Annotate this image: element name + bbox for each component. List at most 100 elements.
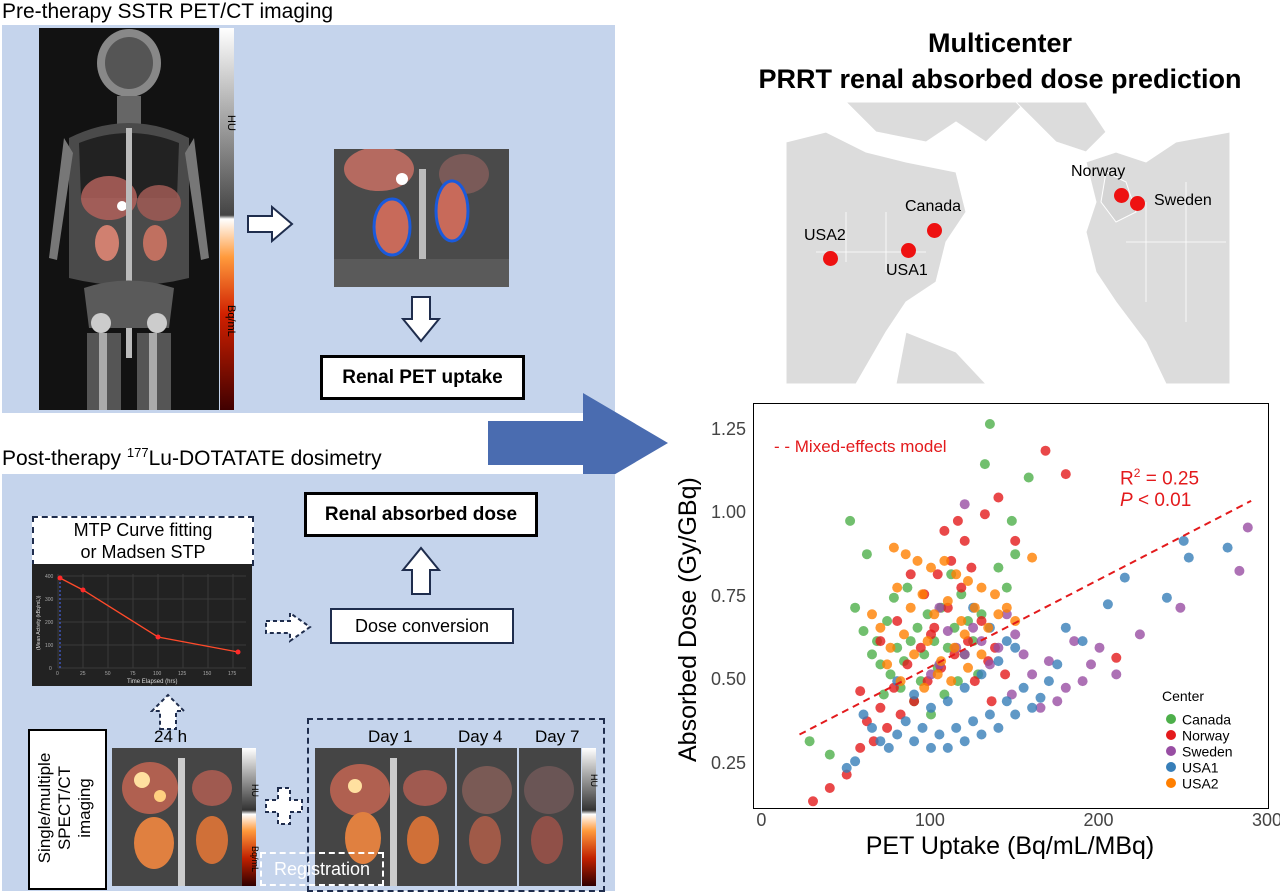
curve-ytick: 200 (45, 620, 54, 626)
renal-absorbed-dose-box: Renal absorbed dose (304, 492, 538, 537)
data-point-sweden (1018, 649, 1029, 660)
data-point-norway (892, 616, 903, 626)
data-point-canada (845, 515, 856, 526)
data-point-usa1 (858, 709, 869, 720)
data-point-usa2 (888, 542, 899, 553)
legend-label: Norway (1182, 727, 1230, 744)
legend-swatch (1166, 762, 1176, 773)
post-title-superscript: 177 (126, 445, 149, 460)
data-point-usa1 (1222, 542, 1233, 553)
data-point-sweden (959, 649, 970, 660)
data-point-norway (969, 676, 980, 687)
data-point-sweden (1035, 702, 1046, 713)
data-point-usa2 (919, 682, 930, 693)
data-point-usa1 (875, 736, 886, 747)
data-point-norway (875, 636, 886, 647)
data-point-usa2 (900, 549, 911, 560)
pre-therapy-panel: HU Bq/mL Renal PET uptake (2, 25, 615, 413)
data-point-canada (1001, 582, 1012, 593)
curve-fitting-line2: or Madsen STP (80, 542, 206, 562)
data-point-usa1 (926, 702, 936, 713)
data-point-norway (882, 722, 893, 733)
spect-ct-day4-image (457, 748, 517, 886)
data-point-usa1 (1043, 676, 1054, 687)
spect-scale-bq: Bq/mL (250, 846, 260, 873)
data-point-norway (979, 509, 990, 520)
data-point-canada (1023, 472, 1034, 483)
site-marker-usa1 (901, 243, 916, 258)
curve-ylabel: (Mean Activity (kBq/mL)) (36, 595, 42, 650)
data-point-usa1 (993, 722, 1004, 733)
data-point-usa2 (922, 636, 933, 647)
data-point-sweden (942, 626, 953, 636)
data-point-usa2 (990, 589, 1000, 600)
data-point-norway (915, 642, 926, 653)
data-point-usa2 (917, 589, 928, 600)
data-point-usa1 (984, 709, 995, 720)
data-point-usa1 (942, 696, 953, 707)
data-point-usa1 (1102, 599, 1113, 610)
data-point-usa1 (1178, 535, 1189, 546)
spect-scale-hu: HU (250, 784, 260, 797)
day-4-label: Day 4 (458, 727, 503, 746)
data-point-usa2 (959, 629, 970, 640)
data-point-usa1 (942, 742, 953, 753)
x-axis-label: PET Uptake (Bq/mL/MBq) (865, 832, 1155, 860)
scale-label-bq: Bq/mL (225, 305, 237, 337)
day-1-label: Day 1 (368, 727, 413, 746)
data-point-sweden (1010, 629, 1021, 640)
data-point-norway (1060, 469, 1071, 480)
site-label-canada: Canada (905, 198, 962, 215)
data-point-usa1 (917, 722, 928, 733)
data-point-canada (878, 689, 889, 700)
data-point-usa1 (1018, 682, 1029, 693)
data-point-usa2 (939, 555, 950, 566)
mixed-effects-model-line (799, 499, 1252, 736)
data-point-sweden (1086, 659, 1096, 670)
data-point-canada (905, 636, 916, 647)
data-point-usa2 (951, 569, 962, 580)
data-point-sweden (1134, 629, 1145, 640)
model-legend-label: - - Mixed-effects model (774, 437, 947, 456)
spect-ct-24h-image (112, 748, 242, 886)
data-point-usa2 (899, 629, 909, 640)
site-marker-sweden (1130, 196, 1145, 211)
data-point-norway (905, 569, 916, 580)
x-tick-label: 200 (1083, 810, 1114, 830)
curve-xlabel: Time Elapsed (hrs) (127, 679, 177, 685)
scale-label-hu: HU (225, 115, 237, 131)
up-outline-arrow-icon (401, 546, 441, 595)
curve-xtick: 75 (130, 671, 136, 677)
time-24h-label: 24 h (154, 727, 188, 746)
data-point-usa1 (976, 669, 987, 680)
spect-label-line1: Single/multiple (35, 752, 54, 864)
data-point-usa1 (909, 689, 920, 700)
spect-label-line3: imaging (75, 778, 94, 838)
curve-fitting-box: MTP Curve fitting or Madsen STP (32, 516, 254, 566)
legend-item-usa2: USA2 (1166, 774, 1219, 791)
data-point-usa2 (976, 582, 987, 593)
post-therapy-title: Post-therapy 177Lu-DOTATATE dosimetry (2, 445, 382, 471)
r2-symbol: R (1120, 468, 1134, 490)
site-marker-canada (927, 223, 942, 238)
world-map (785, 101, 1231, 385)
data-point-usa1 (951, 722, 962, 733)
data-point-usa1 (1119, 572, 1130, 583)
spect-imaging-box: Single/multiple SPECT/CT imaging (28, 729, 107, 890)
curve-xtick: 150 (203, 671, 212, 677)
dose-conversion-box: Dose conversion (330, 608, 514, 644)
data-point-usa2 (963, 576, 973, 586)
legend-label: Sweden (1182, 743, 1233, 760)
curve-xtick: 100 (153, 671, 162, 677)
data-point-usa2 (882, 659, 893, 670)
data-point-sweden (1111, 669, 1122, 680)
dashed-right-arrow-icon (265, 611, 312, 643)
data-point-sweden (1043, 656, 1054, 667)
data-point-norway (808, 796, 818, 807)
y-tick-label: 0.25 (710, 752, 746, 773)
data-point-usa2 (963, 662, 973, 673)
p-annotation: P < 0.01 (1120, 490, 1191, 512)
data-point-usa1 (892, 729, 903, 740)
data-point-usa2 (993, 609, 1004, 620)
whole-body-pet-ct-image (39, 28, 219, 410)
